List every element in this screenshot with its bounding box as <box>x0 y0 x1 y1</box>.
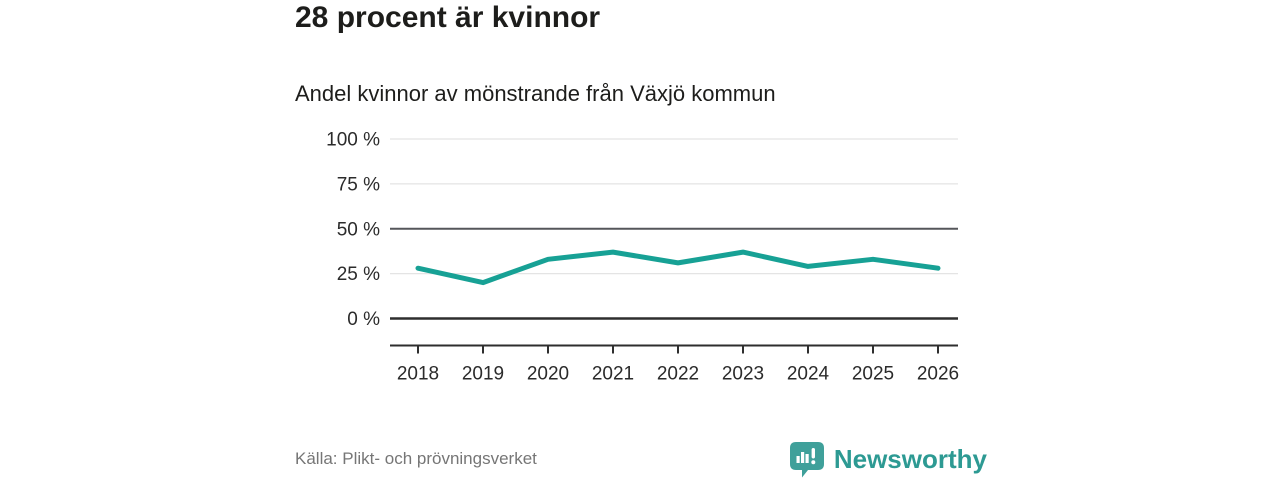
chart-subtitle: Andel kvinnor av mönstrande från Växjö k… <box>295 81 776 106</box>
bar-chart-bar-3 <box>805 454 809 463</box>
source-note: Källa: Plikt- och prövningsverket <box>295 449 537 468</box>
x-tick-label-2018: 2018 <box>397 364 439 385</box>
x-tick-label-2025: 2025 <box>852 364 894 385</box>
x-tick-label-2021: 2021 <box>592 364 634 385</box>
x-tick-label-2026: 2026 <box>917 364 959 385</box>
exclamation-mark-stem <box>811 448 815 459</box>
bar-chart-bar-1 <box>796 456 800 463</box>
bar-chart-bar-2 <box>800 452 805 463</box>
line-chart: 100 % 75 % 50 % 25 % 0 % 2018 2019 2020 2021 2022… <box>326 130 959 385</box>
exclamation-mark-dot <box>811 460 816 465</box>
newsworthy-speech-bubble-bar-chart-icon <box>789 442 824 478</box>
x-tick-label-2019: 2019 <box>462 364 504 385</box>
data-line <box>415 249 941 286</box>
x-tick-label-2022: 2022 <box>657 364 699 385</box>
x-tick-label-2023: 2023 <box>722 364 764 385</box>
y-tick-label-75: 75 % <box>337 174 380 195</box>
y-tick-label-100: 100 % <box>326 130 380 151</box>
chart-title: 28 procent är kvinnor <box>295 1 601 34</box>
x-tick-label-2024: 2024 <box>787 364 830 385</box>
x-tick-label-2020: 2020 <box>527 364 569 385</box>
newsworthy-logo: Newsworthy <box>789 441 987 478</box>
y-tick-label-25: 25 % <box>337 264 380 285</box>
newsworthy-logo-text: Newsworthy <box>833 444 987 474</box>
y-tick-label-50: 50 % <box>337 219 380 240</box>
y-tick-label-0: 0 % <box>347 309 380 330</box>
